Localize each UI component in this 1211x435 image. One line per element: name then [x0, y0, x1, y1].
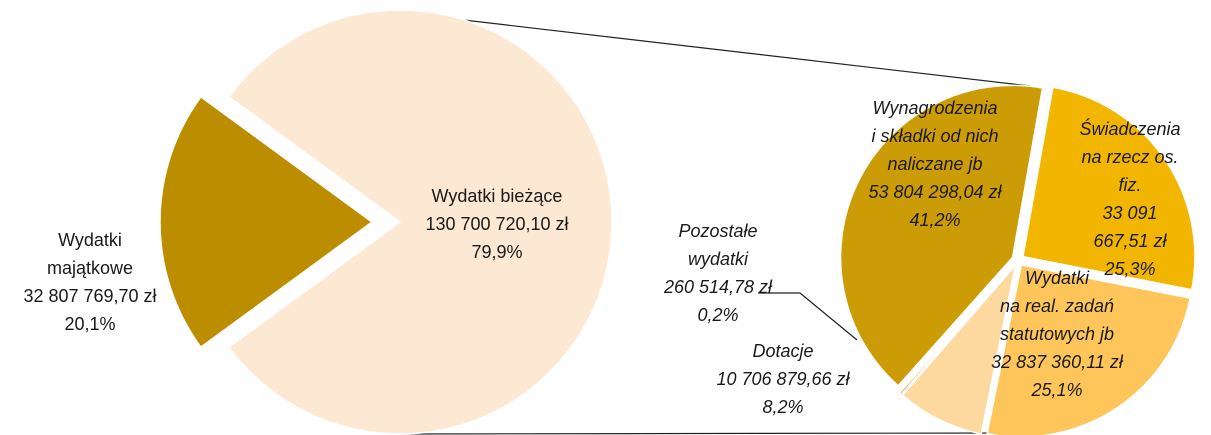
slice-name: Świadczenia na rzecz os. fiz. [1079, 119, 1181, 195]
pie-slice [159, 95, 374, 349]
percent-label: 41,2% [909, 210, 961, 230]
amount-label: 33 091 667,51 zł [1093, 203, 1167, 251]
data-label: Wynagrodzenia i składki od nich naliczan… [868, 94, 1001, 234]
amount-label: 32 807 769,70 zł [23, 286, 157, 306]
slice-name: Wydatki na real. zadań statutowych jb [999, 268, 1115, 344]
pie-slice [1022, 86, 1196, 291]
pie-slice [901, 262, 1017, 435]
pie-slice [839, 84, 1044, 387]
amount-label: 130 700 720,10 zł [425, 214, 569, 234]
data-label: Wydatki majątkowe 32 807 769,70 zł 20,1% [23, 226, 156, 338]
data-label: Świadczenia na rzecz os. fiz. 33 091 667,… [1079, 115, 1180, 283]
amount-label: 10 706 879,66 zł [716, 369, 850, 389]
percent-label: 20,1% [64, 314, 116, 334]
data-label: Pozostałe wydatki 260 514,78 zł 0,2% [664, 217, 772, 329]
slice-name: Wynagrodzenia i składki od nich naliczan… [871, 98, 999, 174]
data-label: Dotacje 10 706 879,66 zł 8,2% [716, 337, 849, 421]
slice-name: Dotacje [752, 341, 814, 361]
slice-name: Wydatki bieżące [431, 186, 563, 206]
percent-label: 25,3% [1104, 259, 1156, 279]
percent-label: 8,2% [762, 397, 804, 417]
amount-label: 32 837 360,11 zł [991, 352, 1123, 372]
slice-name: Wydatki majątkowe [46, 230, 134, 278]
amount-label: 53 804 298,04 zł [868, 182, 1002, 202]
data-label: Wydatki na real. zadań statutowych jb 32 … [991, 264, 1123, 404]
connector-line [394, 11, 1031, 87]
percent-label: 25,1% [1031, 380, 1083, 400]
slice-name: Pozostałe wydatki [678, 221, 758, 269]
pie-slice [898, 264, 1015, 396]
data-label: Wydatki bieżące 130 700 720,10 zł 79,9% [425, 182, 568, 266]
leader-line [758, 292, 858, 341]
pie-slice [986, 264, 1191, 435]
percent-label: 79,9% [471, 242, 523, 262]
pie-slice [227, 9, 613, 435]
connector-line [399, 432, 1011, 435]
percent-label: 0,2% [697, 305, 739, 325]
amount-label: 260 514,78 zł [663, 277, 773, 297]
